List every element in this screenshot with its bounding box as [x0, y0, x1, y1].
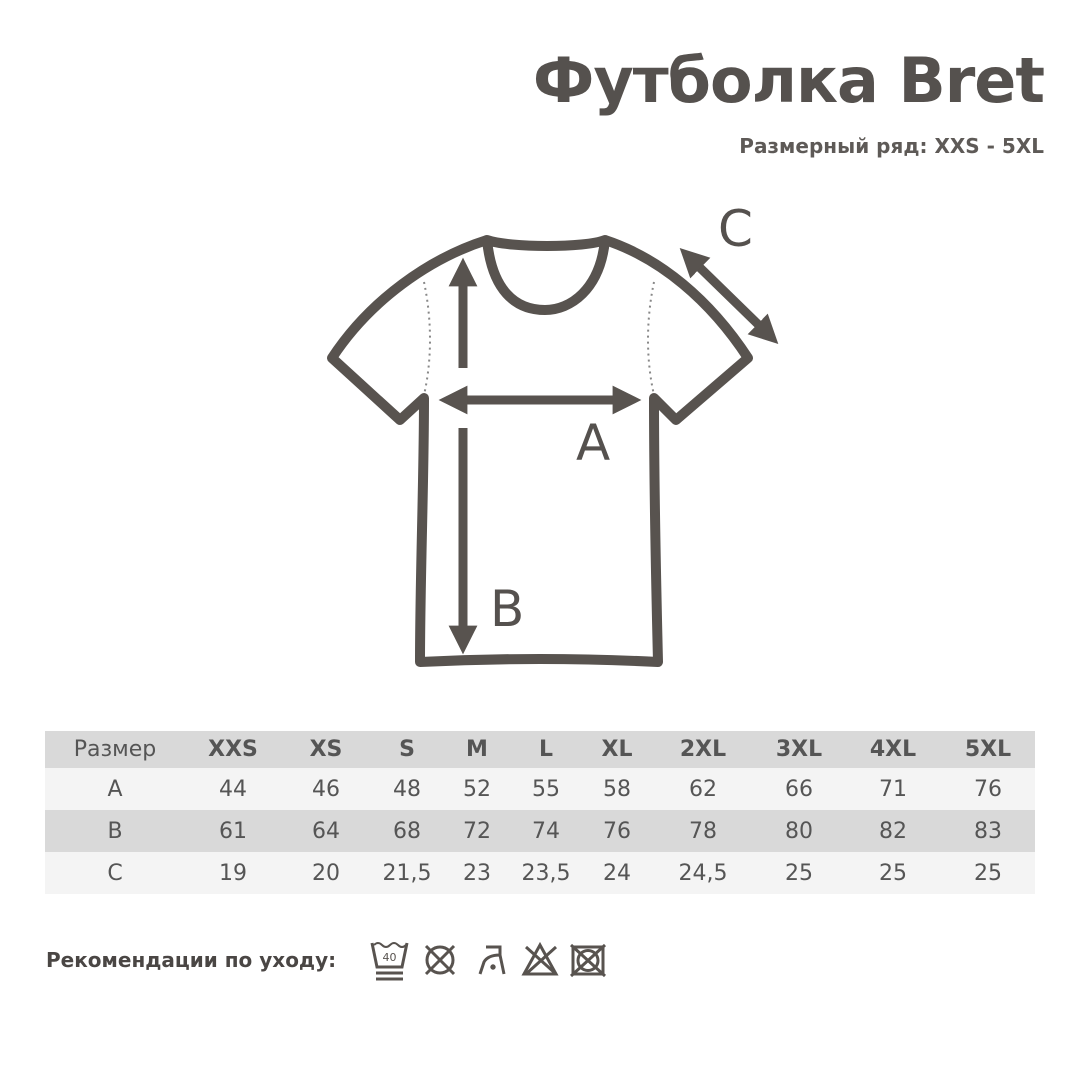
- column-header: L: [538, 737, 554, 762]
- column-header: XXS: [208, 737, 258, 762]
- size-table: Размер XXS XS S M L XL 2XL 3XL 4XL 5XL A…: [45, 731, 1035, 894]
- size-range: Размерный ряд: XXS - 5XL: [739, 134, 1044, 158]
- left-sleeve-seam: [423, 281, 431, 396]
- tshirt-diagram: [327, 235, 779, 667]
- table-cell: 19: [219, 860, 247, 886]
- table-row: C 19 20 21,5 23 23,5 24 24,5 25 25 25: [45, 852, 1035, 894]
- table-cell: 71: [879, 776, 907, 802]
- table-cell: 23,5: [521, 860, 571, 886]
- row-label: C: [107, 860, 123, 886]
- table-cell: 20: [312, 860, 340, 886]
- table-cell: 48: [393, 776, 421, 802]
- table-cell: 23: [463, 860, 491, 886]
- table-cell: 21,5: [382, 860, 432, 886]
- table-header-row: Размер XXS XS S M L XL 2XL 3XL 4XL 5XL: [45, 731, 1035, 768]
- table-cell: 58: [603, 776, 631, 802]
- table-cell: 46: [312, 776, 340, 802]
- do-not-tumble-dry-icon: [424, 944, 456, 976]
- table-row: B 61 64 68 72 74 76 78 80 82 83: [45, 810, 1035, 852]
- page-title: Футболка Bret: [532, 44, 1045, 117]
- table-cell: 62: [689, 776, 717, 802]
- label-c: C: [718, 200, 753, 258]
- table-cell: 78: [689, 818, 717, 844]
- table-cell: 55: [532, 776, 560, 802]
- table-cell: 80: [785, 818, 813, 844]
- label-b: B: [490, 580, 525, 638]
- column-header: XL: [601, 737, 633, 762]
- arrow-c: [679, 247, 779, 345]
- shirt-outline: [327, 235, 753, 667]
- table-cell: 64: [312, 818, 340, 844]
- table-cell: 76: [603, 818, 631, 844]
- wash-temp: 40: [383, 951, 397, 964]
- table-cell: 72: [463, 818, 491, 844]
- right-sleeve-seam: [647, 281, 655, 396]
- row-label: B: [107, 818, 123, 844]
- table-cell: 61: [219, 818, 247, 844]
- column-header: S: [399, 737, 415, 762]
- do-not-bleach-icon: [521, 941, 559, 976]
- table-cell: 25: [974, 860, 1002, 886]
- table-cell: 24: [603, 860, 631, 886]
- wash-40-icon: 40: [370, 942, 409, 981]
- table-cell: 74: [532, 818, 560, 844]
- label-a: A: [576, 414, 611, 472]
- table-cell: 82: [879, 818, 907, 844]
- table-cell: 66: [785, 776, 813, 802]
- table-cell: 25: [879, 860, 907, 886]
- iron-low-icon: [478, 945, 506, 975]
- table-cell: 25: [785, 860, 813, 886]
- table-cell: 52: [463, 776, 491, 802]
- column-header: Размер: [73, 737, 157, 762]
- table-cell: 68: [393, 818, 421, 844]
- column-header: 4XL: [869, 737, 917, 762]
- table-row: A 44 46 48 52 55 58 62 66 71 76: [45, 768, 1035, 810]
- column-header: M: [466, 737, 488, 762]
- column-header: 2XL: [679, 737, 727, 762]
- table-cell: 76: [974, 776, 1002, 802]
- care-icons: 40: [370, 941, 607, 981]
- column-header: 3XL: [775, 737, 823, 762]
- table-cell: 24,5: [678, 860, 728, 886]
- table-cell: 83: [974, 818, 1002, 844]
- row-label: A: [107, 776, 123, 802]
- shirt-collar: [482, 235, 610, 315]
- care-label: Рекомендации по уходу:: [46, 948, 337, 972]
- do-not-dry-clean-icon: [569, 943, 607, 978]
- column-header: XS: [309, 737, 343, 762]
- column-header: 5XL: [964, 737, 1012, 762]
- table-cell: 44: [219, 776, 247, 802]
